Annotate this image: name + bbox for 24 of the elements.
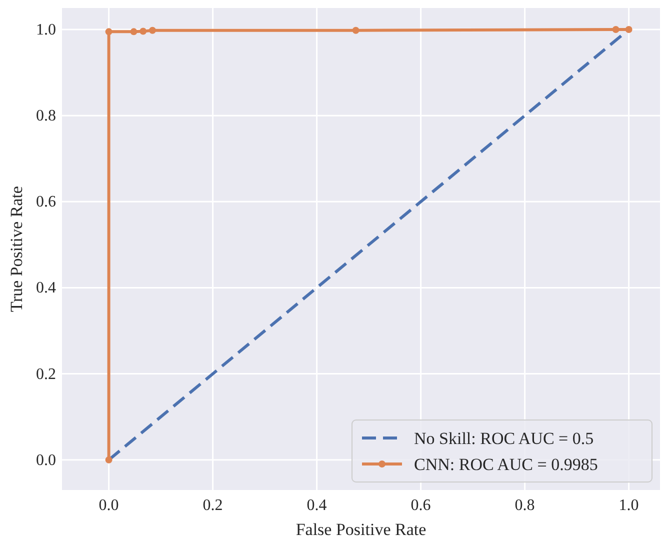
y-tick-label: 1.0: [36, 22, 56, 39]
y-tick-label: 0.4: [36, 280, 56, 297]
y-tick-label: 0.6: [36, 194, 56, 211]
x-tick-label: 0.4: [306, 497, 327, 514]
point: [130, 28, 138, 36]
x-tick-label: 0.8: [514, 497, 535, 514]
point: [352, 26, 360, 34]
y-axis-title: True Positive Rate: [7, 186, 26, 312]
point: [105, 28, 112, 36]
y-tick-label: 0.8: [36, 108, 56, 125]
x-tick-label: 0.2: [202, 497, 223, 514]
x-tick-label: 0.0: [98, 497, 119, 514]
point: [140, 28, 147, 35]
y-tick-label: 0.0: [36, 452, 56, 469]
x-tick-label: 1.0: [618, 497, 639, 514]
y-tick-label: 0.2: [36, 366, 56, 383]
x-axis-title: False Positive Rate: [296, 520, 426, 539]
point: [148, 26, 156, 34]
point: [625, 26, 632, 34]
point: [612, 26, 620, 34]
legend-label: CNN: ROC AUC = 0.9985: [414, 455, 598, 474]
point: [105, 456, 112, 464]
x-tick-label: 0.6: [410, 497, 431, 514]
legend-label: No Skill: ROC AUC = 0.5: [414, 429, 594, 448]
